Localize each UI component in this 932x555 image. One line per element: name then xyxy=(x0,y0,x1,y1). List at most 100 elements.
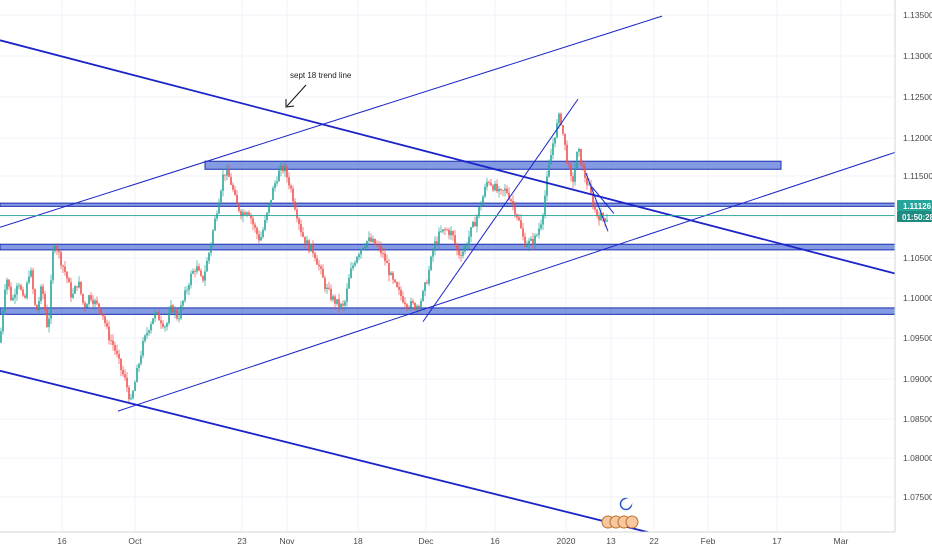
candle-body xyxy=(574,167,576,182)
candle-body xyxy=(290,185,292,189)
candle-body xyxy=(36,304,38,311)
candle-body xyxy=(586,177,588,185)
candle-body xyxy=(276,181,278,184)
candle-body xyxy=(46,309,48,327)
date-tick-label: 17 xyxy=(772,536,782,546)
candle-body xyxy=(186,289,188,291)
candle-body xyxy=(26,282,28,298)
candle-body xyxy=(504,188,506,191)
candle-body xyxy=(18,285,20,287)
candle-body xyxy=(264,220,266,230)
candle-body xyxy=(416,305,418,310)
candle-body xyxy=(84,302,86,308)
candle-body xyxy=(176,310,178,319)
candle-body xyxy=(144,335,146,342)
price-tick-label: 1.11500 xyxy=(903,171,932,181)
candle-body xyxy=(406,304,408,308)
candle-body xyxy=(300,224,302,233)
current-price-box xyxy=(897,200,932,211)
candle-body xyxy=(392,272,394,280)
candle-body xyxy=(554,137,556,144)
candle-body xyxy=(324,277,326,290)
candle-body xyxy=(440,231,442,233)
candle-body xyxy=(168,312,170,324)
candle-body xyxy=(132,391,134,399)
candle-body xyxy=(32,270,34,290)
candle-body xyxy=(48,318,50,327)
candle-body xyxy=(530,238,532,241)
candle-body xyxy=(576,151,578,168)
candle-body xyxy=(74,286,76,294)
candle-body xyxy=(466,244,468,247)
price-tick-label: 1.12000 xyxy=(903,133,932,143)
candle-body xyxy=(42,286,44,294)
candle-body xyxy=(600,213,602,221)
candle-body xyxy=(326,287,328,290)
candle-body xyxy=(382,253,384,255)
date-tick-label: 18 xyxy=(353,536,363,546)
candle-body xyxy=(578,148,580,152)
candle-body xyxy=(510,199,512,201)
candle-body xyxy=(212,230,214,244)
candle-body xyxy=(412,301,414,303)
candle-body xyxy=(70,282,72,298)
candle-body xyxy=(488,182,490,183)
candle-body xyxy=(40,286,42,302)
candle-body xyxy=(92,299,94,305)
annotation-arrow-head xyxy=(285,99,295,108)
candle-body xyxy=(202,275,204,281)
economic-events[interactable] xyxy=(601,497,639,529)
candle-body xyxy=(286,166,288,178)
candle-body xyxy=(558,113,560,124)
candle-body xyxy=(528,240,530,245)
candle-body xyxy=(236,194,238,204)
candle-body xyxy=(50,280,52,319)
candle-body xyxy=(358,254,360,258)
candle-body xyxy=(542,214,544,225)
candle-body xyxy=(166,323,168,327)
candle-body xyxy=(90,295,92,300)
candle-body xyxy=(294,201,296,210)
candle-body xyxy=(194,270,196,272)
candle-body xyxy=(354,262,356,266)
candle-body xyxy=(520,220,522,229)
candle-body xyxy=(560,113,562,126)
price-tick-label: 1.10500 xyxy=(903,253,932,263)
candle-body xyxy=(86,304,88,308)
candle-body xyxy=(292,188,294,202)
candle-body xyxy=(356,257,358,263)
candle-body xyxy=(402,296,404,303)
candle-body xyxy=(594,206,596,210)
candle-body xyxy=(98,303,100,309)
candle-body xyxy=(432,250,434,257)
candle-body xyxy=(214,218,216,231)
candle-body xyxy=(408,307,410,308)
candle-body xyxy=(124,374,126,378)
price-axis-bg[interactable] xyxy=(895,0,932,532)
candle-body xyxy=(514,204,516,215)
grid xyxy=(0,0,895,532)
candle-body xyxy=(532,238,534,245)
candle-body xyxy=(262,229,264,238)
trendline xyxy=(591,186,615,214)
candle-body xyxy=(398,287,400,290)
candle-body xyxy=(234,189,236,195)
candle-body xyxy=(352,265,354,269)
candle-body xyxy=(146,332,148,336)
candle-body xyxy=(472,221,474,228)
candle-body xyxy=(604,217,606,222)
candle-body xyxy=(268,203,270,213)
candle-body xyxy=(374,238,376,245)
time-axis-bg[interactable] xyxy=(0,532,932,550)
candle-body xyxy=(192,270,194,274)
candle-body xyxy=(222,174,224,191)
event-flag-icon[interactable] xyxy=(625,515,639,529)
candle-body xyxy=(54,245,56,252)
candle-body xyxy=(376,244,378,246)
candle-body xyxy=(136,367,138,383)
price-tick-label: 1.10000 xyxy=(903,293,932,303)
candle-body xyxy=(250,214,252,219)
candle-body xyxy=(78,281,80,288)
